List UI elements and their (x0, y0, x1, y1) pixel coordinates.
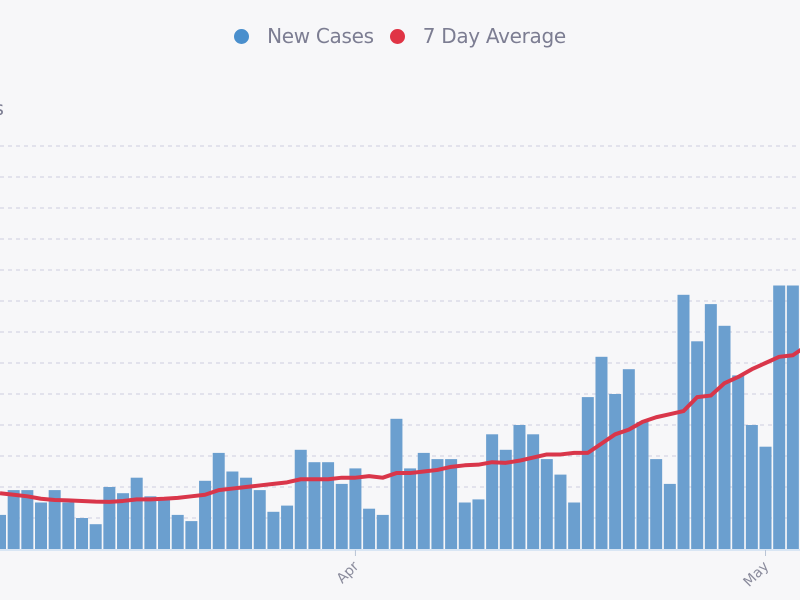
bar-new-cases[interactable] (759, 446, 772, 549)
bar-new-cases[interactable] (458, 502, 471, 550)
bar-new-cases[interactable] (349, 468, 362, 549)
bar-new-cases[interactable] (0, 514, 6, 549)
legend-marker-new-cases-icon (234, 28, 250, 44)
bar-new-cases[interactable] (595, 356, 608, 549)
bar-new-cases[interactable] (267, 511, 280, 549)
bar-new-cases[interactable] (376, 514, 389, 549)
bar-new-cases[interactable] (691, 341, 704, 549)
legend-item-7-day-average[interactable]: 7 Day Average (389, 24, 566, 48)
bar-new-cases[interactable] (704, 304, 717, 549)
legend-marker-7-day-average-icon (389, 28, 405, 44)
bar-series-new-cases (0, 285, 799, 550)
bar-new-cases[interactable] (745, 425, 758, 549)
bar-new-cases[interactable] (253, 490, 266, 549)
bar-new-cases[interactable] (677, 294, 690, 549)
bar-new-cases[interactable] (294, 449, 307, 549)
bar-new-cases[interactable] (404, 468, 417, 549)
bar-new-cases[interactable] (185, 521, 198, 549)
bar-new-cases[interactable] (786, 285, 799, 550)
bar-new-cases[interactable] (445, 459, 458, 549)
bar-new-cases[interactable] (390, 418, 403, 549)
bar-new-cases[interactable] (240, 477, 253, 549)
bar-new-cases[interactable] (486, 434, 499, 549)
bar-new-cases[interactable] (622, 369, 635, 549)
x-axis: Apr May (334, 550, 773, 591)
bar-new-cases[interactable] (650, 459, 663, 549)
bar-new-cases[interactable] (199, 480, 212, 549)
bar-new-cases[interactable] (89, 524, 102, 549)
bar-new-cases[interactable] (158, 499, 171, 549)
bar-new-cases[interactable] (62, 502, 75, 550)
bar-new-cases[interactable] (76, 518, 89, 549)
bar-new-cases[interactable] (732, 375, 745, 549)
bar-new-cases[interactable] (636, 421, 649, 549)
bar-new-cases[interactable] (130, 477, 143, 549)
line-7-day-average (0, 347, 800, 504)
bar-new-cases[interactable] (212, 452, 225, 549)
x-tick-label: Apr (334, 558, 363, 587)
chart-legend: New Cases 7 Day Average (0, 24, 800, 48)
bar-new-cases[interactable] (117, 493, 130, 549)
line-series-7-day-average (0, 347, 800, 504)
bar-new-cases[interactable] (226, 471, 239, 550)
bar-new-cases[interactable] (335, 483, 348, 549)
legend-label-new-cases: New Cases (267, 24, 374, 48)
legend-label-7-day-average: 7 Day Average (422, 24, 566, 48)
legend-item-new-cases[interactable]: New Cases (234, 24, 374, 48)
bar-new-cases[interactable] (499, 449, 512, 549)
bar-new-cases[interactable] (281, 505, 294, 549)
bar-new-cases[interactable] (7, 490, 20, 549)
bar-new-cases[interactable] (35, 502, 48, 550)
bar-new-cases[interactable] (472, 499, 485, 549)
bar-new-cases[interactable] (144, 496, 157, 549)
bar-new-cases[interactable] (48, 490, 61, 549)
bar-new-cases[interactable] (513, 425, 526, 549)
bar-new-cases[interactable] (540, 459, 553, 549)
bar-new-cases[interactable] (21, 490, 34, 549)
bar-new-cases[interactable] (431, 459, 444, 549)
bar-new-cases[interactable] (581, 397, 594, 549)
bar-new-cases[interactable] (663, 483, 676, 549)
bar-new-cases[interactable] (308, 462, 321, 549)
bar-new-cases[interactable] (773, 285, 786, 550)
bar-new-cases[interactable] (718, 325, 731, 549)
bar-new-cases[interactable] (609, 394, 622, 549)
bar-new-cases[interactable] (363, 508, 376, 549)
bar-new-cases[interactable] (527, 434, 540, 549)
bar-new-cases[interactable] (171, 514, 184, 549)
bar-new-cases[interactable] (554, 474, 567, 549)
bar-new-cases[interactable] (103, 487, 116, 549)
y-axis-label: s (0, 98, 4, 120)
x-tick-label: May (741, 559, 773, 591)
bar-new-cases[interactable] (322, 462, 335, 549)
bar-new-cases[interactable] (568, 502, 581, 550)
bar-new-cases[interactable] (417, 452, 430, 549)
